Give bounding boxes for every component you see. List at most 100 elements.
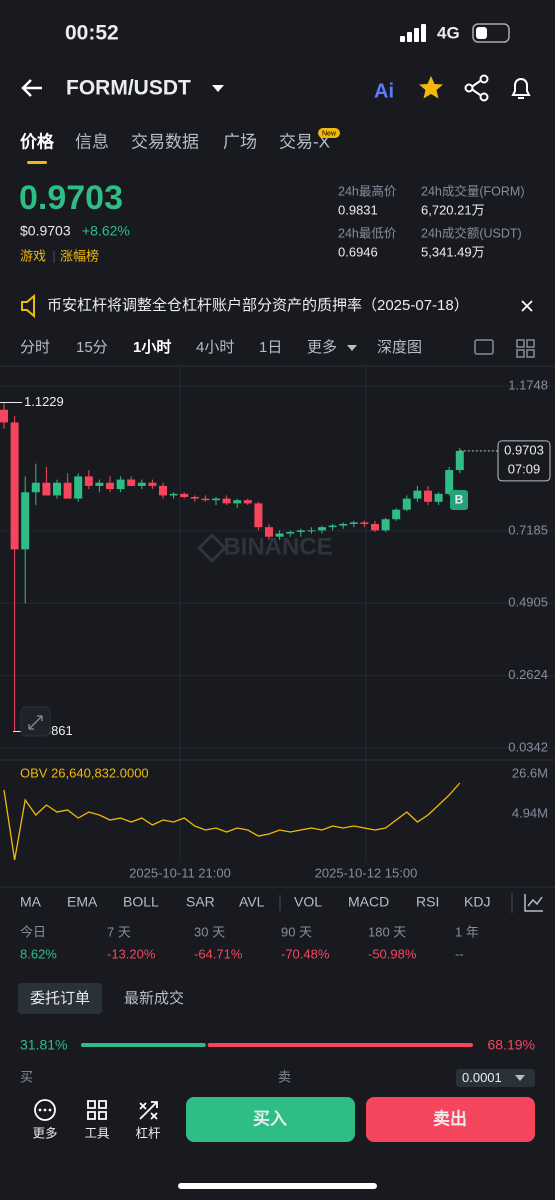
indicator[interactable]: BOLL [123,894,159,910]
chart-settings[interactable] [474,339,494,355]
bottom-item[interactable]: 杠杆 [135,1125,161,1140]
period-label: 1 年 [455,924,479,939]
more-dot [38,1108,42,1112]
stat-value: 6,720.21万 [421,202,485,217]
expand-button[interactable] [20,706,51,737]
sell-button[interactable] [366,1097,535,1142]
interval[interactable]: 1日 [259,339,282,356]
last-price-label: 0.9703 [504,442,544,457]
candle-body [402,498,411,510]
indicator[interactable]: EMA [67,894,98,910]
candle-body [148,482,157,486]
new-badge-bg [318,128,340,138]
tab-indicator [27,161,47,164]
more-icon[interactable] [34,1099,56,1121]
obv-tick-label: 26.6M [512,765,548,780]
candle-body [328,525,337,528]
sell-ratio-bar [207,1043,474,1047]
signal-bar [407,32,412,42]
interval[interactable]: 15分 [76,339,108,356]
indicator[interactable]: MACD [348,894,389,910]
bottom-item[interactable]: 工具 [84,1126,110,1140]
indicator[interactable]: AVL [239,894,265,910]
signal-bar [421,24,426,42]
obv-line [3,782,461,861]
indicator[interactable]: KDJ [464,894,490,910]
candle-body [42,482,51,496]
indicator[interactable]: VOL [294,894,322,910]
home-indicator [178,1183,377,1189]
candle-body [106,482,114,490]
candle-body [254,503,263,528]
period-change: -- [455,946,464,961]
more-dot [43,1108,47,1112]
candle-body [265,527,273,537]
alert-bell[interactable] [511,78,531,99]
precision-select[interactable] [456,1069,535,1087]
tag[interactable]: 涨幅榜 [60,248,99,263]
buy-ratio-bar [81,1043,206,1047]
period-label: 7 天 [107,924,131,939]
favorite-star[interactable] [419,76,443,99]
candle-body [371,523,379,531]
period-change: 8.62% [20,946,57,961]
indicator[interactable]: SAR [186,894,215,910]
y-tick-label: 0.4905 [508,595,548,610]
candle-body [0,409,8,423]
tab[interactable]: 交易-X [279,132,330,151]
candle-body [434,493,443,502]
period-label: 30 天 [194,924,225,939]
indicator[interactable]: RSI [416,894,439,910]
signal-bar [400,36,405,42]
notice-text[interactable]: 币安杠杆将调整全仓杠杆账户部分资产的质押率（2025-07-18） [47,296,469,314]
notice-close[interactable] [521,300,533,312]
buy-ratio: 31.81% [20,1037,67,1053]
tools-icon[interactable] [87,1100,107,1120]
indicator[interactable]: MA [20,894,42,910]
candle-body [455,450,464,471]
tab[interactable]: 信息 [75,132,109,151]
last-price: 0.9703 [19,179,123,217]
tab[interactable]: 广场 [223,132,257,151]
period-label: 90 天 [281,924,312,939]
buy-button[interactable] [186,1097,355,1142]
stat-label: 24h最低价 [338,226,397,240]
candle-body [413,490,422,499]
candle-body [349,522,358,524]
watermark: BINANCE [223,533,332,560]
ai-button[interactable]: Ai [374,80,394,102]
precision: 0.0001 [462,1070,502,1085]
more-dot [48,1108,52,1112]
candle-body [63,482,72,499]
buy-button-label[interactable]: 买入 [253,1109,287,1128]
candle-body [243,500,252,504]
candle-body [10,422,19,550]
sell-button-label[interactable]: 卖出 [433,1108,467,1128]
candle-body [286,531,295,534]
pair-dropdown [212,85,224,92]
y-tick-label: 0.2624 [508,667,548,682]
orderbook-tab[interactable]: 最新成交 [124,989,184,1007]
layout-button[interactable] [516,339,535,358]
time-label: 2025-10-12 15:00 [315,865,418,880]
tab[interactable]: 价格 [20,131,55,151]
bottom-item[interactable]: 更多 [32,1126,57,1140]
interval[interactable]: 4小时 [196,339,234,356]
indicator-settings[interactable] [524,894,543,912]
period-change: -64.71% [194,946,243,961]
pair-title[interactable]: FORM/USDT [66,77,191,100]
leverage-icon[interactable] [139,1101,158,1120]
interval[interactable]: 更多 [307,339,337,356]
interval[interactable]: 1小时 [133,339,171,356]
stat-value: 0.6946 [338,244,378,259]
orderbook-tab[interactable]: 委托订单 [30,990,90,1007]
candle-body [95,482,104,486]
interval[interactable]: 深度图 [377,339,422,356]
candle-body [159,485,167,496]
period-label: 180 天 [368,924,406,939]
tab[interactable]: 交易数据 [131,132,199,151]
tag[interactable]: 游戏 [20,248,46,263]
back-button[interactable] [21,79,42,97]
interval[interactable]: 分时 [20,339,50,356]
